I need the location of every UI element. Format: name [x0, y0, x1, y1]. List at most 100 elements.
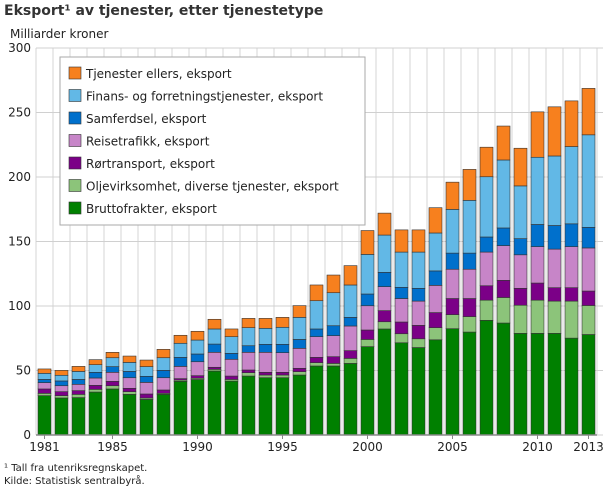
bar-segment — [54, 380, 69, 387]
bar-segment — [156, 357, 171, 371]
bar-segment — [496, 245, 511, 281]
y-axis-label: Milliarder kroner — [10, 27, 108, 41]
bar-segment — [207, 328, 222, 345]
bar-segment — [377, 310, 392, 323]
bar-segment — [547, 287, 562, 302]
bar-segment — [105, 372, 120, 382]
bar-segment — [122, 377, 137, 389]
chart-title: Eksport¹ av tjenester, etter tjenestetyp… — [4, 3, 323, 19]
bar-segment — [513, 333, 528, 436]
bar-segment — [71, 371, 86, 380]
bar-segment — [581, 134, 596, 228]
bar-segment — [462, 331, 477, 436]
bar-segment — [71, 390, 86, 395]
bar-segment — [377, 212, 392, 236]
bar-segment — [445, 181, 460, 210]
bar-segment — [326, 292, 341, 327]
bar-segment — [275, 372, 290, 376]
bar-segment — [513, 254, 528, 289]
bar-segment — [326, 274, 341, 294]
legend-label: Samferdsel, eksport — [86, 112, 207, 126]
bar-segment — [479, 285, 494, 301]
bar-segment — [581, 247, 596, 292]
x-tick-label: 2000 — [352, 440, 383, 454]
bar-segment — [564, 146, 579, 225]
bar-segment — [122, 394, 137, 436]
bar-segment — [241, 352, 256, 371]
bar-segment — [394, 333, 409, 344]
bar-segment — [156, 389, 171, 394]
bar-segment — [411, 325, 426, 340]
bar-segment — [71, 394, 86, 398]
bar-segment — [547, 225, 562, 250]
bar-segment — [139, 359, 154, 367]
bar-segment — [343, 265, 358, 286]
bar-segment — [394, 286, 409, 299]
bar-segment — [428, 339, 443, 436]
bar-segment — [462, 252, 477, 270]
bar-segment — [88, 389, 103, 393]
bar-segment — [513, 288, 528, 306]
bar-segment — [547, 333, 562, 436]
bar-segment — [377, 272, 392, 287]
bar-segment — [71, 366, 86, 372]
bar-segment — [37, 382, 52, 390]
bar-segment — [394, 251, 409, 288]
bar-segment — [275, 352, 290, 373]
bar-segment — [88, 372, 103, 379]
bar-segment — [309, 328, 324, 338]
bar-segment — [54, 370, 69, 376]
bar-segment — [445, 268, 460, 299]
bar-segment — [479, 236, 494, 253]
x-tick-label: 1990 — [182, 440, 213, 454]
bar-segment — [445, 298, 460, 315]
bar-segment — [139, 399, 154, 436]
bar-segment — [411, 229, 426, 253]
bar-segment — [139, 366, 154, 377]
bar-segment — [105, 352, 120, 359]
bar-segment — [479, 320, 494, 436]
bar-segment — [122, 388, 137, 392]
bar-segment — [37, 373, 52, 380]
bar-segment — [241, 369, 256, 373]
bar-segment — [564, 337, 579, 436]
bar-segment — [360, 254, 375, 295]
bar-segment — [241, 372, 256, 377]
legend-label: Bruttofrakter, eksport — [86, 202, 217, 216]
x-tick-label: 1995 — [267, 440, 298, 454]
bar-segment — [462, 200, 477, 254]
bar-segment — [37, 368, 52, 374]
legend-label: Tjenester ellers, eksport — [85, 67, 232, 81]
bar-segment — [581, 334, 596, 436]
bar-segment — [309, 300, 324, 330]
bar-segment — [445, 209, 460, 254]
bar-segment — [326, 365, 341, 436]
bar-segment — [411, 300, 426, 326]
bar-segment — [547, 106, 562, 157]
legend-swatch — [68, 66, 82, 80]
x-tick-label: 2010 — [522, 440, 553, 454]
bar-segment — [37, 379, 52, 383]
bar-segment — [428, 207, 443, 234]
bar-segment — [122, 355, 137, 363]
bar-segment — [207, 352, 222, 368]
bar-segment — [343, 317, 358, 327]
y-tick-label: 300 — [8, 41, 31, 55]
legend-swatch — [68, 179, 82, 192]
bar-segment — [190, 353, 205, 363]
bar-segment — [445, 252, 460, 270]
bar-segment — [54, 391, 69, 396]
y-tick-label: 0 — [23, 428, 31, 442]
bar-segment — [190, 361, 205, 376]
x-tick-label: 2013 — [573, 440, 604, 454]
bar-segment — [37, 388, 52, 394]
bar-segment — [292, 348, 307, 369]
bar-segment — [122, 391, 137, 395]
bar-segment — [581, 88, 596, 136]
bar-segment — [258, 372, 273, 376]
bar-segment — [292, 368, 307, 372]
bar-segment — [496, 280, 511, 298]
bar-segment — [71, 397, 86, 436]
bar-segment — [54, 374, 69, 382]
